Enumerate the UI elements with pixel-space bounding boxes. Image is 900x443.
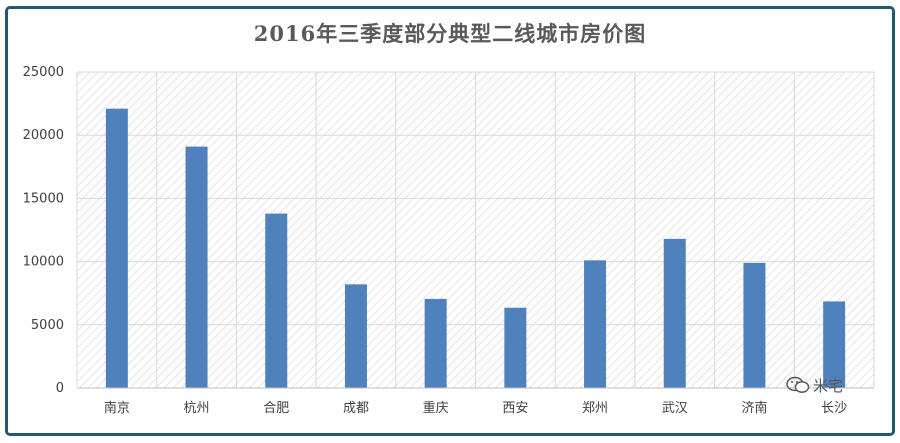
x-tick-label: 郑州	[582, 401, 608, 416]
x-tick-label: 合肥	[263, 401, 289, 416]
x-tick-label: 重庆	[423, 400, 449, 416]
x-tick-label: 杭州	[184, 401, 210, 416]
y-tick-label: 0	[56, 381, 64, 396]
chart-title: 2016年三季度部分典型二线城市房价图	[253, 21, 647, 46]
y-tick-label: 25000	[23, 65, 64, 80]
x-tick-label: 西安	[502, 401, 528, 416]
y-tick-label: 15000	[23, 191, 64, 206]
x-tick-label: 南京	[104, 400, 130, 416]
x-tick-label: 成都	[343, 401, 369, 416]
y-tick-label: 10000	[23, 255, 64, 270]
bar	[344, 284, 367, 388]
bar	[105, 108, 128, 388]
wechat-icon	[786, 376, 810, 393]
x-tick-label: 济南	[741, 400, 767, 416]
bar	[663, 238, 686, 388]
bar	[265, 213, 288, 388]
bar	[185, 146, 208, 388]
bar	[743, 262, 766, 388]
watermark-text: 米宅	[813, 377, 844, 395]
y-tick-label: 5000	[31, 318, 64, 333]
bar	[823, 301, 846, 388]
bar	[584, 260, 607, 388]
bar	[504, 307, 527, 388]
y-tick-label: 20000	[23, 128, 64, 143]
bar	[424, 298, 447, 388]
x-tick-label: 长沙	[821, 401, 847, 416]
x-tick-label: 武汉	[662, 401, 688, 416]
